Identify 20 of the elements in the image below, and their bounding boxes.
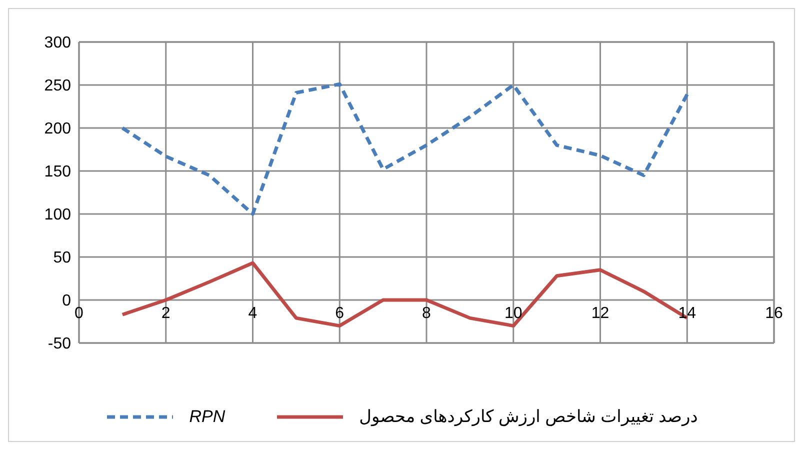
- y-tick-label: -50: [48, 336, 72, 353]
- x-tick-label: 10: [504, 305, 522, 322]
- y-tick-label: 0: [62, 292, 72, 310]
- y-tick-label: 50: [53, 250, 72, 267]
- y-tick-label: 200: [44, 120, 72, 138]
- y-tick-label: 150: [44, 164, 72, 181]
- x-tick-label: 12: [591, 305, 610, 322]
- line-series: [120, 82, 689, 216]
- x-tick-label: 6: [335, 305, 344, 322]
- x-tick-label: 16: [765, 305, 783, 322]
- y-tick-label: 100: [44, 206, 72, 224]
- x-tick-label: 14: [678, 305, 696, 322]
- x-tick-label: 8: [422, 305, 432, 322]
- x-tick-label: 0: [74, 305, 84, 322]
- y-tick-label: 300: [44, 34, 72, 52]
- y-tick-label: 250: [44, 78, 72, 95]
- legend-label: RPN: [189, 407, 226, 427]
- x-tick-label: 2: [161, 305, 170, 322]
- x-tick-label: 4: [248, 305, 258, 322]
- legend-label: درصد تغییرات شاخص ارزش کارکردهای محصول: [359, 407, 698, 427]
